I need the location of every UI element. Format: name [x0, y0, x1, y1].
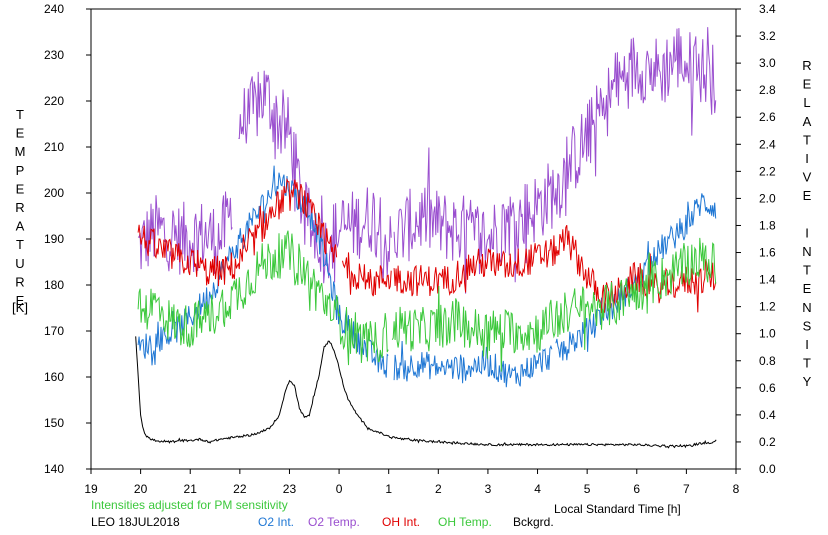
right-tick-label: 3.0	[759, 56, 776, 70]
right-tick-label: 1.2	[759, 300, 776, 314]
right-tick-label: 1.6	[759, 246, 776, 260]
x-tick-label: 7	[683, 482, 690, 496]
series-line-o2-temp	[238, 70, 392, 284]
axis-label-letter: E	[803, 77, 812, 92]
series-line-bckgrd	[135, 336, 717, 449]
left-tick-label: 220	[44, 94, 64, 108]
axis-label-letter: E	[16, 126, 25, 141]
right-tick-label: 0.4	[759, 408, 776, 422]
right-tick-label: 3.2	[759, 29, 776, 43]
axis-label-letter: P	[16, 163, 25, 178]
axis-label-letter: N	[802, 244, 811, 259]
axis-label-letter: T	[803, 132, 811, 147]
x-tick-label: 19	[84, 482, 98, 496]
plot-frame	[90, 8, 737, 470]
legend-entry: Bckgrd.	[513, 515, 554, 529]
right-tick-label: 2.2	[759, 164, 776, 178]
axis-label-letter: T	[803, 356, 811, 371]
axis-label-letter: R	[802, 58, 811, 73]
right-tick-label: 0.2	[759, 435, 776, 449]
left-tick-label: 180	[44, 278, 64, 292]
axis-label-letter: Y	[803, 374, 812, 389]
axis-label-letter: E	[16, 181, 25, 196]
axis-label-letter: I	[805, 337, 809, 352]
right-tick-label: 0.8	[759, 354, 776, 368]
right-tick-label: 1.8	[759, 218, 776, 232]
series-line-o2-int	[393, 340, 553, 388]
x-tick-label: 23	[283, 482, 297, 496]
right-tick-label: 2.6	[759, 110, 776, 124]
axis-label-letter: I	[805, 151, 809, 166]
x-tick-label: 3	[485, 482, 492, 496]
right-tick-label: 0.0	[759, 462, 776, 476]
axis-label-letter: T	[16, 107, 24, 122]
x-tick-label: 4	[534, 482, 541, 496]
legend-entry: OH Int.	[382, 515, 420, 529]
axis-label-letter: U	[15, 256, 24, 271]
right-tick-label: 2.0	[759, 191, 776, 205]
legend-entry: O2 Int.	[258, 515, 294, 529]
series-line-oh-int	[393, 225, 717, 314]
left-tick-label: 210	[44, 140, 64, 154]
left-tick-label: 190	[44, 232, 64, 246]
x-tick-label: 0	[336, 482, 343, 496]
series-line-o2-temp	[393, 27, 717, 294]
station-label: LEO 18JUL2018	[91, 515, 180, 529]
x-axis-ticks: 19 20 21 22 23 0 1 2 3 4 5 6 7 8	[84, 469, 740, 496]
axis-label-letter: L	[803, 95, 810, 110]
axis-label-letter: T	[803, 263, 811, 278]
axis-label-letter: R	[15, 274, 24, 289]
axis-label-letter: I	[805, 225, 809, 240]
left-tick-label: 230	[44, 48, 64, 62]
axis-label-letter: S	[803, 318, 812, 333]
right-tick-label: 1.0	[759, 327, 776, 341]
legend: O2 Int. O2 Temp. OH Int. OH Temp. Bckgrd.	[258, 515, 554, 529]
right-tick-label: 0.6	[759, 381, 776, 395]
x-tick-label: 1	[385, 482, 392, 496]
left-tick-label: 240	[44, 2, 64, 16]
axis-label-letter: M	[15, 144, 26, 159]
sensitivity-note: Intensities adjusted for PM sensitivity	[91, 498, 288, 512]
right-tick-label: 1.4	[759, 273, 776, 287]
left-tick-label: 200	[44, 186, 64, 200]
axis-label-letter: N	[802, 300, 811, 315]
legend-entry: O2 Temp.	[308, 515, 360, 529]
x-axis-label: Local Standard Time [h]	[554, 502, 681, 516]
right-axis-ticks: 0.0 0.2 0.4 0.6 0.8 1.0 1.2 1.4 1.6 1.8 2.0 2.2 2.4 2…	[736, 2, 776, 476]
left-tick-label: 160	[44, 370, 64, 384]
axis-label-letter: V	[803, 170, 812, 185]
left-axis-ticks: 140 150 160 170 180 190 200 210 220 230 240	[44, 2, 91, 476]
series-line-oh-int	[137, 177, 338, 287]
axis-label-letter: R	[15, 200, 24, 215]
x-tick-label: 6	[633, 482, 640, 496]
series-line-oh-temp	[137, 230, 389, 366]
x-tick-label: 22	[233, 482, 247, 496]
axis-label-letter: E	[803, 188, 812, 203]
series-line-oh-temp	[391, 237, 717, 372]
left-tick-label: 170	[44, 324, 64, 338]
right-tick-label: 3.4	[759, 2, 776, 16]
right-tick-label: 2.4	[759, 137, 776, 151]
left-tick-label: 150	[44, 416, 64, 430]
x-tick-label: 20	[134, 482, 148, 496]
x-tick-label: 8	[733, 482, 740, 496]
x-tick-label: 5	[584, 482, 591, 496]
axis-label-letter: E	[803, 281, 812, 296]
legend-entry: OH Temp.	[438, 515, 492, 529]
x-tick-label: 2	[435, 482, 442, 496]
axis-label-letter: A	[803, 114, 812, 129]
x-tick-label: 21	[184, 482, 198, 496]
series-line-o2-temp	[137, 191, 233, 275]
series-layer	[135, 27, 717, 449]
left-tick-label: 140	[44, 462, 64, 476]
right-tick-label: 2.8	[759, 83, 776, 97]
axis-label-letter: A	[16, 219, 25, 234]
axis-label-letter: T	[16, 237, 24, 252]
left-axis-unit: [K]	[12, 300, 28, 315]
axis-label-letter: E	[16, 293, 25, 308]
series-line-oh-int	[342, 252, 392, 297]
